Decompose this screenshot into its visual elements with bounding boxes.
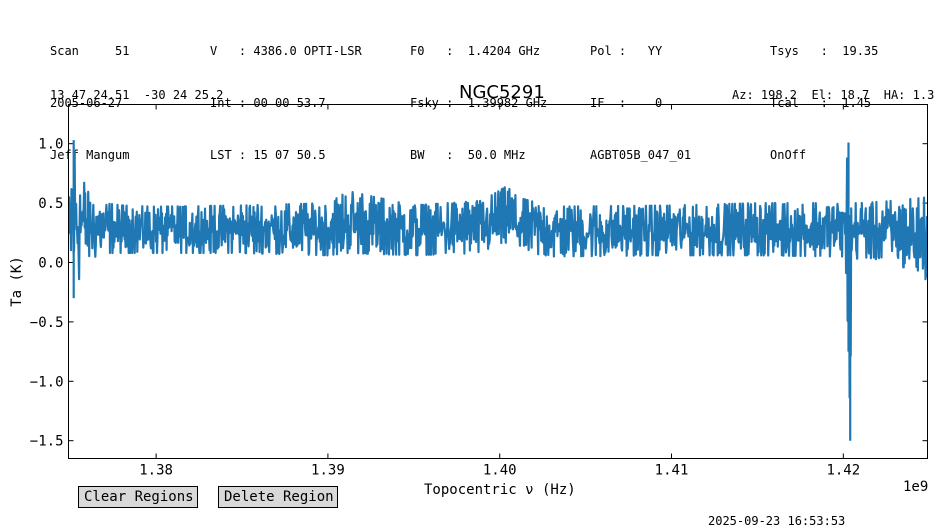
bw-label: BW : 50.0 MHz bbox=[410, 148, 526, 162]
scan-label: Scan 51 bbox=[50, 44, 130, 58]
x-tick-label: 1.40 bbox=[483, 463, 517, 479]
y-tick-label: 0.0 bbox=[38, 255, 63, 271]
clear-regions-button[interactable]: Clear Regions bbox=[78, 486, 198, 508]
delete-region-button[interactable]: Delete Region bbox=[218, 486, 338, 508]
plot-frame bbox=[68, 104, 928, 459]
timestamp: 2025-09-23 16:53:53 bbox=[708, 514, 846, 528]
y-tick-label: 1.0 bbox=[38, 137, 63, 153]
y-tick-label: −1.5 bbox=[30, 434, 64, 450]
source-coords: 13 47 24.51 -30 24 25.2 bbox=[50, 88, 224, 102]
chart-title: NGC5291 bbox=[459, 82, 545, 103]
tsys-label: Tsys : 19.35 bbox=[770, 44, 879, 58]
x-tick-label: 1.41 bbox=[655, 463, 689, 479]
project-label: AGBT05B_047_01 bbox=[590, 148, 692, 162]
x-offset-label: 1e9 bbox=[903, 479, 929, 495]
procedure-label: OnOff bbox=[770, 148, 807, 162]
lst-label: LST : 15 07 50.5 bbox=[210, 148, 326, 162]
spectrum-line bbox=[68, 140, 928, 441]
x-tick-label: 1.39 bbox=[311, 463, 345, 479]
f0-label: F0 : 1.4204 GHz bbox=[410, 44, 541, 58]
pol-label: Pol : YY bbox=[590, 44, 663, 58]
header-col4: Pol : YY IF : 0 AGBT05B_047_01 bbox=[590, 16, 691, 176]
x-tick-label: 1.38 bbox=[139, 463, 173, 479]
x-tick-label: 1.42 bbox=[826, 463, 860, 479]
y-tick-label: 0.5 bbox=[38, 196, 63, 212]
header-col2: V : 4386.0 OPTI-LSR Int : 00 00 53.7 LST… bbox=[210, 16, 362, 176]
if-label: IF : 0 bbox=[590, 96, 663, 110]
integration-label: Int : 00 00 53.7 bbox=[210, 96, 326, 110]
x-axis-label: Topocentric ν (Hz) bbox=[424, 482, 576, 498]
observer-label: Jeff Mangum bbox=[50, 148, 130, 162]
header-col5: Tsys : 19.35 Tcal : 1.45 OnOff bbox=[770, 16, 878, 176]
header-col3: F0 : 1.4204 GHz Fsky : 1.39982 GHz BW : … bbox=[410, 16, 547, 176]
tcal-label: Tcal : 1.45 bbox=[770, 96, 872, 110]
y-tick-label: −0.5 bbox=[30, 315, 64, 331]
az-el-ha: Az: 198.2 El: 18.7 HA: 1.3 bbox=[732, 88, 935, 102]
fsky-label: Fsky : 1.39982 GHz bbox=[410, 96, 548, 110]
y-tick-label: −1.0 bbox=[30, 374, 64, 390]
y-axis-label: Ta (K) bbox=[9, 256, 25, 307]
velocity-label: V : 4386.0 OPTI-LSR bbox=[210, 44, 362, 58]
